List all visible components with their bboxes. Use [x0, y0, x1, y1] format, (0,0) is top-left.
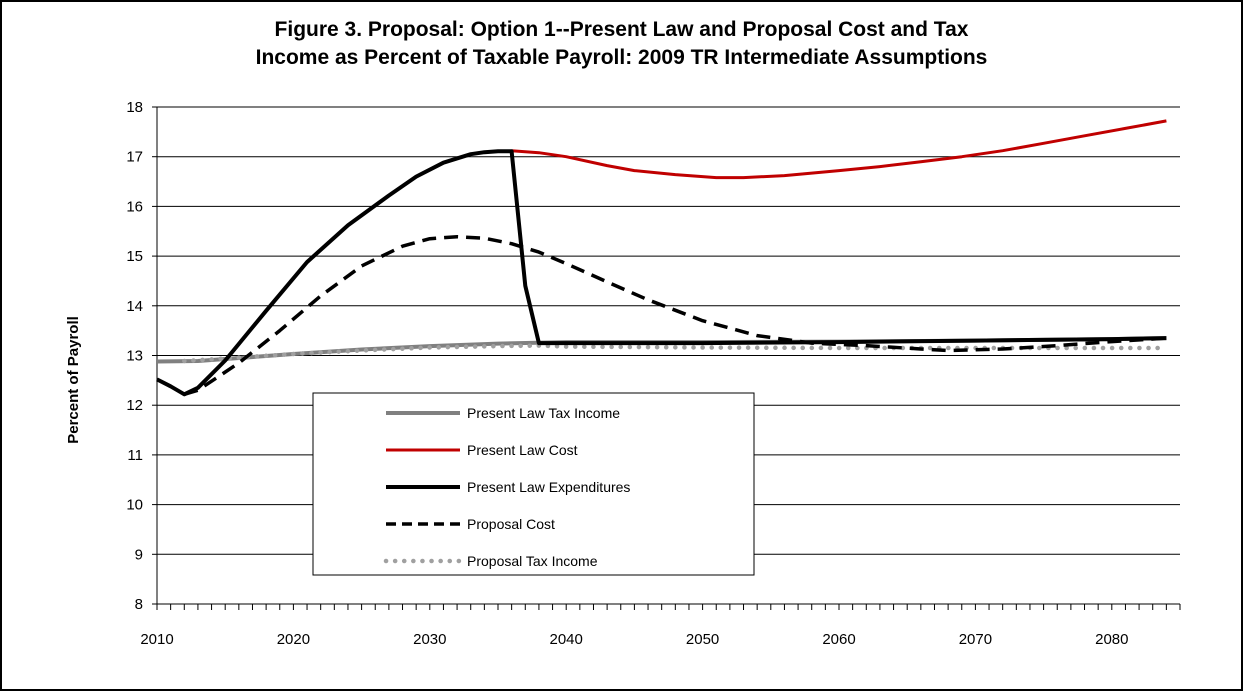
- axes: 8 9 10 11 12 13 14 15 16 17 18 2010 2020 2030 2040 2050…: [126, 99, 1181, 648]
- series-line-present-law-expenditures: [156, 149, 1167, 397]
- y-tick-label-14: 14: [126, 298, 143, 315]
- x-tick-label-2030: 2030: [413, 631, 446, 648]
- y-tick-label-10: 10: [126, 497, 143, 514]
- chart-title: Figure 3. Proposal: Option 1--Present La…: [0, 16, 1243, 72]
- y-tick-label-15: 15: [126, 248, 143, 265]
- x-tick-label-2050: 2050: [686, 631, 719, 648]
- y-tick-label-13: 13: [126, 348, 143, 365]
- x-tick-label-2070: 2070: [959, 631, 992, 648]
- x-tick-label-2040: 2040: [550, 631, 583, 648]
- y-tick-label-18: 18: [126, 99, 143, 116]
- x-tick-label-2020: 2020: [277, 631, 310, 648]
- y-tick-label-11: 11: [127, 447, 143, 464]
- legend-label-proposal-cost: Proposal Cost: [467, 516, 555, 532]
- series-line-proposal-tax-income: [182, 343, 1169, 364]
- y-tick-label-12: 12: [126, 397, 143, 414]
- series-line-present-law-cost: [511, 119, 1167, 180]
- legend-label-present-law-cost: Present Law Cost: [467, 442, 578, 458]
- y-tick-label-8: 8: [135, 596, 143, 613]
- chart-title-line-1: Figure 3. Proposal: Option 1--Present La…: [274, 18, 969, 41]
- legend-label-present-law-expenditures: Present Law Expenditures: [467, 479, 630, 495]
- x-tick-label-2060: 2060: [822, 631, 855, 648]
- legend: Present Law Tax Income Present Law Cost Pr…: [312, 392, 755, 576]
- chart-title-line-2: Income as Percent of Taxable Payroll: 20…: [255, 46, 988, 69]
- y-tick-label-17: 17: [126, 149, 143, 166]
- series-layer: [156, 119, 1169, 397]
- y-tick-label-16: 16: [126, 198, 143, 215]
- series-line-proposal-cost: [183, 234, 1167, 396]
- legend-label-proposal-tax-income: Proposal Tax Income: [467, 553, 598, 569]
- legend-label-present-law-tax-income: Present Law Tax Income: [467, 405, 620, 421]
- legend-box: [312, 392, 755, 576]
- x-tick-label-2080: 2080: [1095, 631, 1128, 648]
- x-tick-label-2010: 2010: [140, 631, 173, 648]
- y-tick-label-9: 9: [135, 546, 143, 563]
- y-axis-label: Percent of Payroll: [65, 316, 82, 444]
